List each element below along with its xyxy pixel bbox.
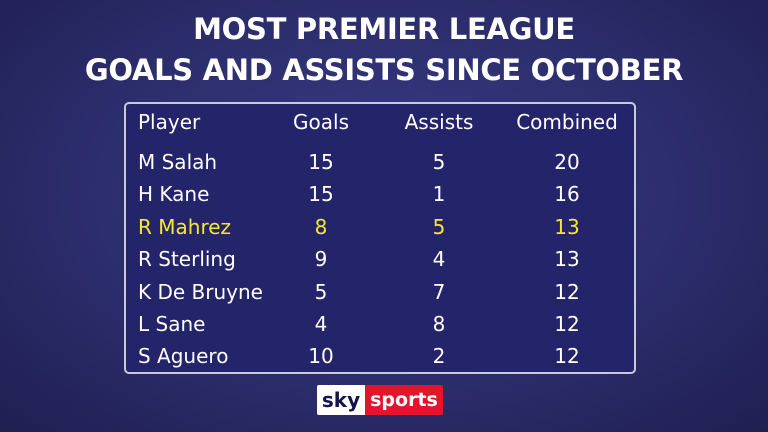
assists-value: 1 — [432, 182, 446, 206]
combined-value: 12 — [554, 312, 580, 336]
combined-value: 12 — [554, 344, 580, 368]
goals-value: 15 — [308, 182, 334, 206]
goals-value: 9 — [314, 247, 328, 271]
table-row: M Salah 15 5 20 — [126, 148, 634, 176]
logo-sports-text: sports — [365, 385, 443, 415]
table-row: R Sterling 9 4 13 — [126, 245, 634, 273]
combined-value: 20 — [554, 150, 580, 174]
header-player: Player — [138, 110, 201, 134]
goals-value: 8 — [314, 215, 328, 239]
goals-value: 4 — [314, 312, 328, 336]
combined-value: 13 — [554, 247, 580, 271]
assists-value: 7 — [432, 280, 446, 304]
player-name: H Kane — [138, 182, 210, 206]
header-assists: Assists — [404, 110, 474, 134]
table-row: L Sane 4 8 12 — [126, 310, 634, 338]
goals-value: 15 — [308, 150, 334, 174]
table-row: K De Bruyne 5 7 12 — [126, 278, 634, 306]
sky-sports-logo: sky sports — [317, 385, 443, 415]
table-row: S Aguero 10 2 12 — [126, 342, 634, 370]
combined-value: 13 — [554, 215, 580, 239]
assists-value: 2 — [432, 344, 446, 368]
header-combined: Combined — [516, 110, 618, 134]
player-name: S Aguero — [138, 344, 229, 368]
header-goals: Goals — [293, 110, 349, 134]
combined-value: 16 — [554, 182, 580, 206]
assists-value: 5 — [432, 150, 446, 174]
goals-value: 10 — [308, 344, 334, 368]
logo-sky-text: sky — [317, 385, 365, 415]
table-row-highlighted: R Mahrez 8 5 13 — [126, 213, 634, 241]
player-name: R Mahrez — [138, 215, 232, 239]
assists-value: 4 — [432, 247, 446, 271]
title-line-1: MOST PREMIER LEAGUE — [193, 12, 575, 46]
player-name: K De Bruyne — [138, 280, 263, 304]
player-name: R Sterling — [138, 247, 236, 271]
player-name: L Sane — [138, 312, 206, 336]
goals-value: 5 — [314, 280, 328, 304]
assists-value: 8 — [432, 312, 446, 336]
player-name: M Salah — [138, 150, 218, 174]
combined-value: 12 — [554, 280, 580, 304]
assists-value: 5 — [432, 215, 446, 239]
stats-table: Player Goals Assists Combined M Salah 15… — [124, 102, 636, 374]
title-line-2: GOALS AND ASSISTS SINCE OCTOBER — [84, 53, 684, 87]
table-row: H Kane 15 1 16 — [126, 180, 634, 208]
